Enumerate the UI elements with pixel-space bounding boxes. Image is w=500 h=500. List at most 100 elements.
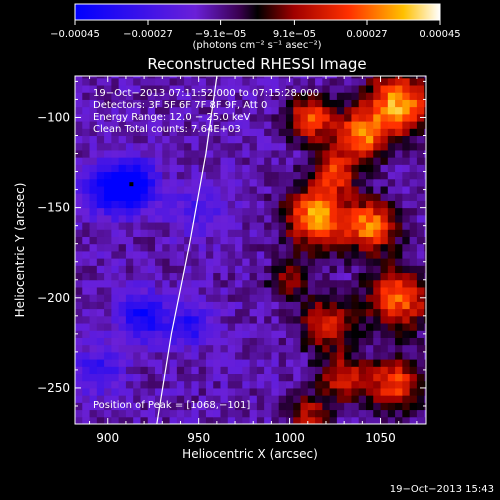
heatmap-cell [89,416,98,424]
heatmap-cell [373,416,382,424]
heatmap-cell [358,99,367,108]
heatmap-cell [205,236,214,245]
heatmap-cell [373,250,382,259]
heatmap-cell [133,272,141,281]
heatmap-cell [205,214,214,223]
heatmap-cell [387,164,396,173]
heatmap-cell [184,121,192,129]
heatmap-cell [96,258,105,266]
heatmap-cell [155,128,163,137]
heatmap-cell [104,323,112,331]
heatmap-cell [300,77,309,86]
heatmap-cell [278,128,287,137]
heatmap-cell [336,416,345,424]
heatmap-cell [409,76,418,79]
heatmap-cell [380,113,389,122]
heatmap-cell [198,351,207,360]
heatmap-cell [395,373,403,382]
heatmap-cell [380,308,389,317]
colorbar-unit-label: (photons cm⁻² s⁻¹ asec⁻²) [192,40,321,51]
heatmap-cell [293,250,302,259]
heatmap-cell [409,344,418,353]
heatmap-cell [140,171,149,180]
heatmap-cell [307,387,316,396]
heatmap-cell [249,171,258,180]
heatmap-cell [184,207,192,216]
heatmap-cell [300,416,309,424]
heatmap-cell [351,243,360,252]
heatmap-cell [358,113,367,122]
heatmap-cell [75,178,83,187]
heatmap-cell [293,236,302,245]
heatmap-cell [344,395,352,403]
heatmap-cell [424,121,426,129]
heatmap-cell [96,135,105,144]
heatmap-cell [75,366,83,375]
heatmap-cell [89,76,98,79]
heatmap-cell [322,185,331,194]
heatmap-cell [125,344,134,353]
heatmap-cell [395,366,403,375]
heatmap-cell [271,344,280,353]
heatmap-cell [322,359,331,367]
heatmap-cell [285,337,294,346]
heatmap-cell [256,121,265,129]
heatmap-cell [205,258,214,266]
heatmap-cell [249,359,258,367]
heatmap-cell [235,77,243,86]
heatmap-cell [147,301,156,310]
heatmap-cell [409,200,418,209]
heatmap-cell [125,323,134,331]
heatmap-cell [336,395,345,403]
heatmap-cell [227,171,236,180]
heatmap-cell [293,272,302,281]
heatmap-cell [344,366,352,375]
heatmap-cell [387,301,396,310]
heatmap-cell [365,359,374,367]
heatmap-cell [89,85,98,93]
heatmap-cell [307,416,316,424]
heatmap-cell [82,250,91,259]
heatmap-cell [96,286,105,295]
heatmap-cell [380,323,389,331]
heatmap-cell [198,387,207,396]
heatmap-cell [184,395,192,403]
heatmap-cell [118,366,127,375]
heatmap-cell [293,359,302,367]
heatmap-cell [285,272,294,281]
heatmap-cell [133,416,141,424]
heatmap-cell [235,193,243,201]
heatmap-cell [256,222,265,230]
heatmap-cell [220,142,229,151]
heatmap-cell [155,236,163,245]
heatmap-cell [315,409,323,418]
heatmap-cell [96,76,105,79]
heatmap-cell [409,121,418,129]
heatmap-cell [307,178,316,187]
heatmap-cell [278,294,287,302]
heatmap-cell [184,272,192,281]
heatmap-cell [300,185,309,194]
heatmap-cell [365,200,374,209]
heatmap-cell [336,380,345,389]
heatmap-cell [358,149,367,158]
heatmap-cell [89,272,98,281]
heatmap-cell [169,402,178,411]
heatmap-cell [162,409,171,418]
heatmap-cell [162,207,171,216]
heatmap-cell [220,236,229,245]
heatmap-cell [358,402,367,411]
heatmap-cell [307,76,316,79]
heatmap-cell [242,185,251,194]
heatmap-cell [387,330,396,338]
heatmap-cell [307,85,316,93]
heatmap-cell [205,344,214,353]
heatmap-cell [264,344,272,353]
heatmap-cell [220,308,229,317]
heatmap-cell [96,272,105,281]
heatmap-cell [336,373,345,382]
heatmap-cell [256,128,265,137]
heatmap-cell [184,135,192,144]
heatmap-cell [358,236,367,245]
heatmap-cell [307,330,316,338]
